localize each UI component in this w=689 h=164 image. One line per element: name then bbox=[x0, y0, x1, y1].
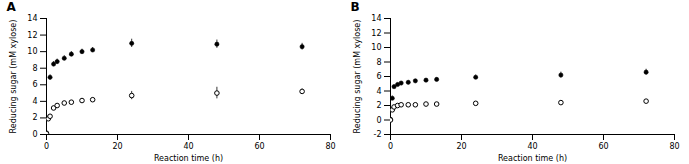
svg-text:60: 60 bbox=[254, 142, 264, 151]
svg-text:40: 40 bbox=[527, 142, 537, 151]
svg-text:8: 8 bbox=[32, 64, 37, 73]
svg-text:40: 40 bbox=[183, 142, 193, 151]
svg-text:A: A bbox=[7, 0, 17, 14]
svg-text:10: 10 bbox=[27, 47, 37, 56]
svg-text:10: 10 bbox=[371, 43, 381, 52]
svg-text:14: 14 bbox=[27, 14, 37, 23]
svg-text:0: 0 bbox=[44, 142, 49, 151]
svg-text:2: 2 bbox=[32, 113, 37, 122]
svg-text:0: 0 bbox=[388, 142, 393, 151]
svg-text:80: 80 bbox=[325, 142, 335, 151]
svg-text:12: 12 bbox=[371, 29, 381, 38]
svg-text:80: 80 bbox=[669, 142, 679, 151]
svg-text:Reaction time (h): Reaction time (h) bbox=[154, 154, 223, 163]
svg-text:6: 6 bbox=[376, 72, 381, 81]
svg-text:B: B bbox=[351, 0, 360, 14]
svg-text:14: 14 bbox=[371, 14, 381, 23]
svg-text:20: 20 bbox=[112, 142, 122, 151]
svg-text:2: 2 bbox=[376, 101, 381, 110]
svg-text:4: 4 bbox=[32, 97, 37, 106]
svg-text:Reducing sugar (mM xylose): Reducing sugar (mM xylose) bbox=[353, 20, 362, 134]
svg-text:60: 60 bbox=[598, 142, 608, 151]
svg-text:0: 0 bbox=[32, 130, 37, 139]
svg-text:-2: -2 bbox=[374, 130, 382, 139]
svg-text:8: 8 bbox=[376, 58, 381, 67]
svg-text:20: 20 bbox=[456, 142, 466, 151]
svg-text:Reaction time (h): Reaction time (h) bbox=[498, 154, 567, 163]
svg-text:4: 4 bbox=[376, 87, 381, 96]
svg-text:12: 12 bbox=[27, 31, 37, 40]
svg-text:6: 6 bbox=[32, 80, 37, 89]
svg-text:0: 0 bbox=[376, 116, 381, 125]
svg-text:Reducing sugar (mM xylose): Reducing sugar (mM xylose) bbox=[9, 20, 18, 134]
